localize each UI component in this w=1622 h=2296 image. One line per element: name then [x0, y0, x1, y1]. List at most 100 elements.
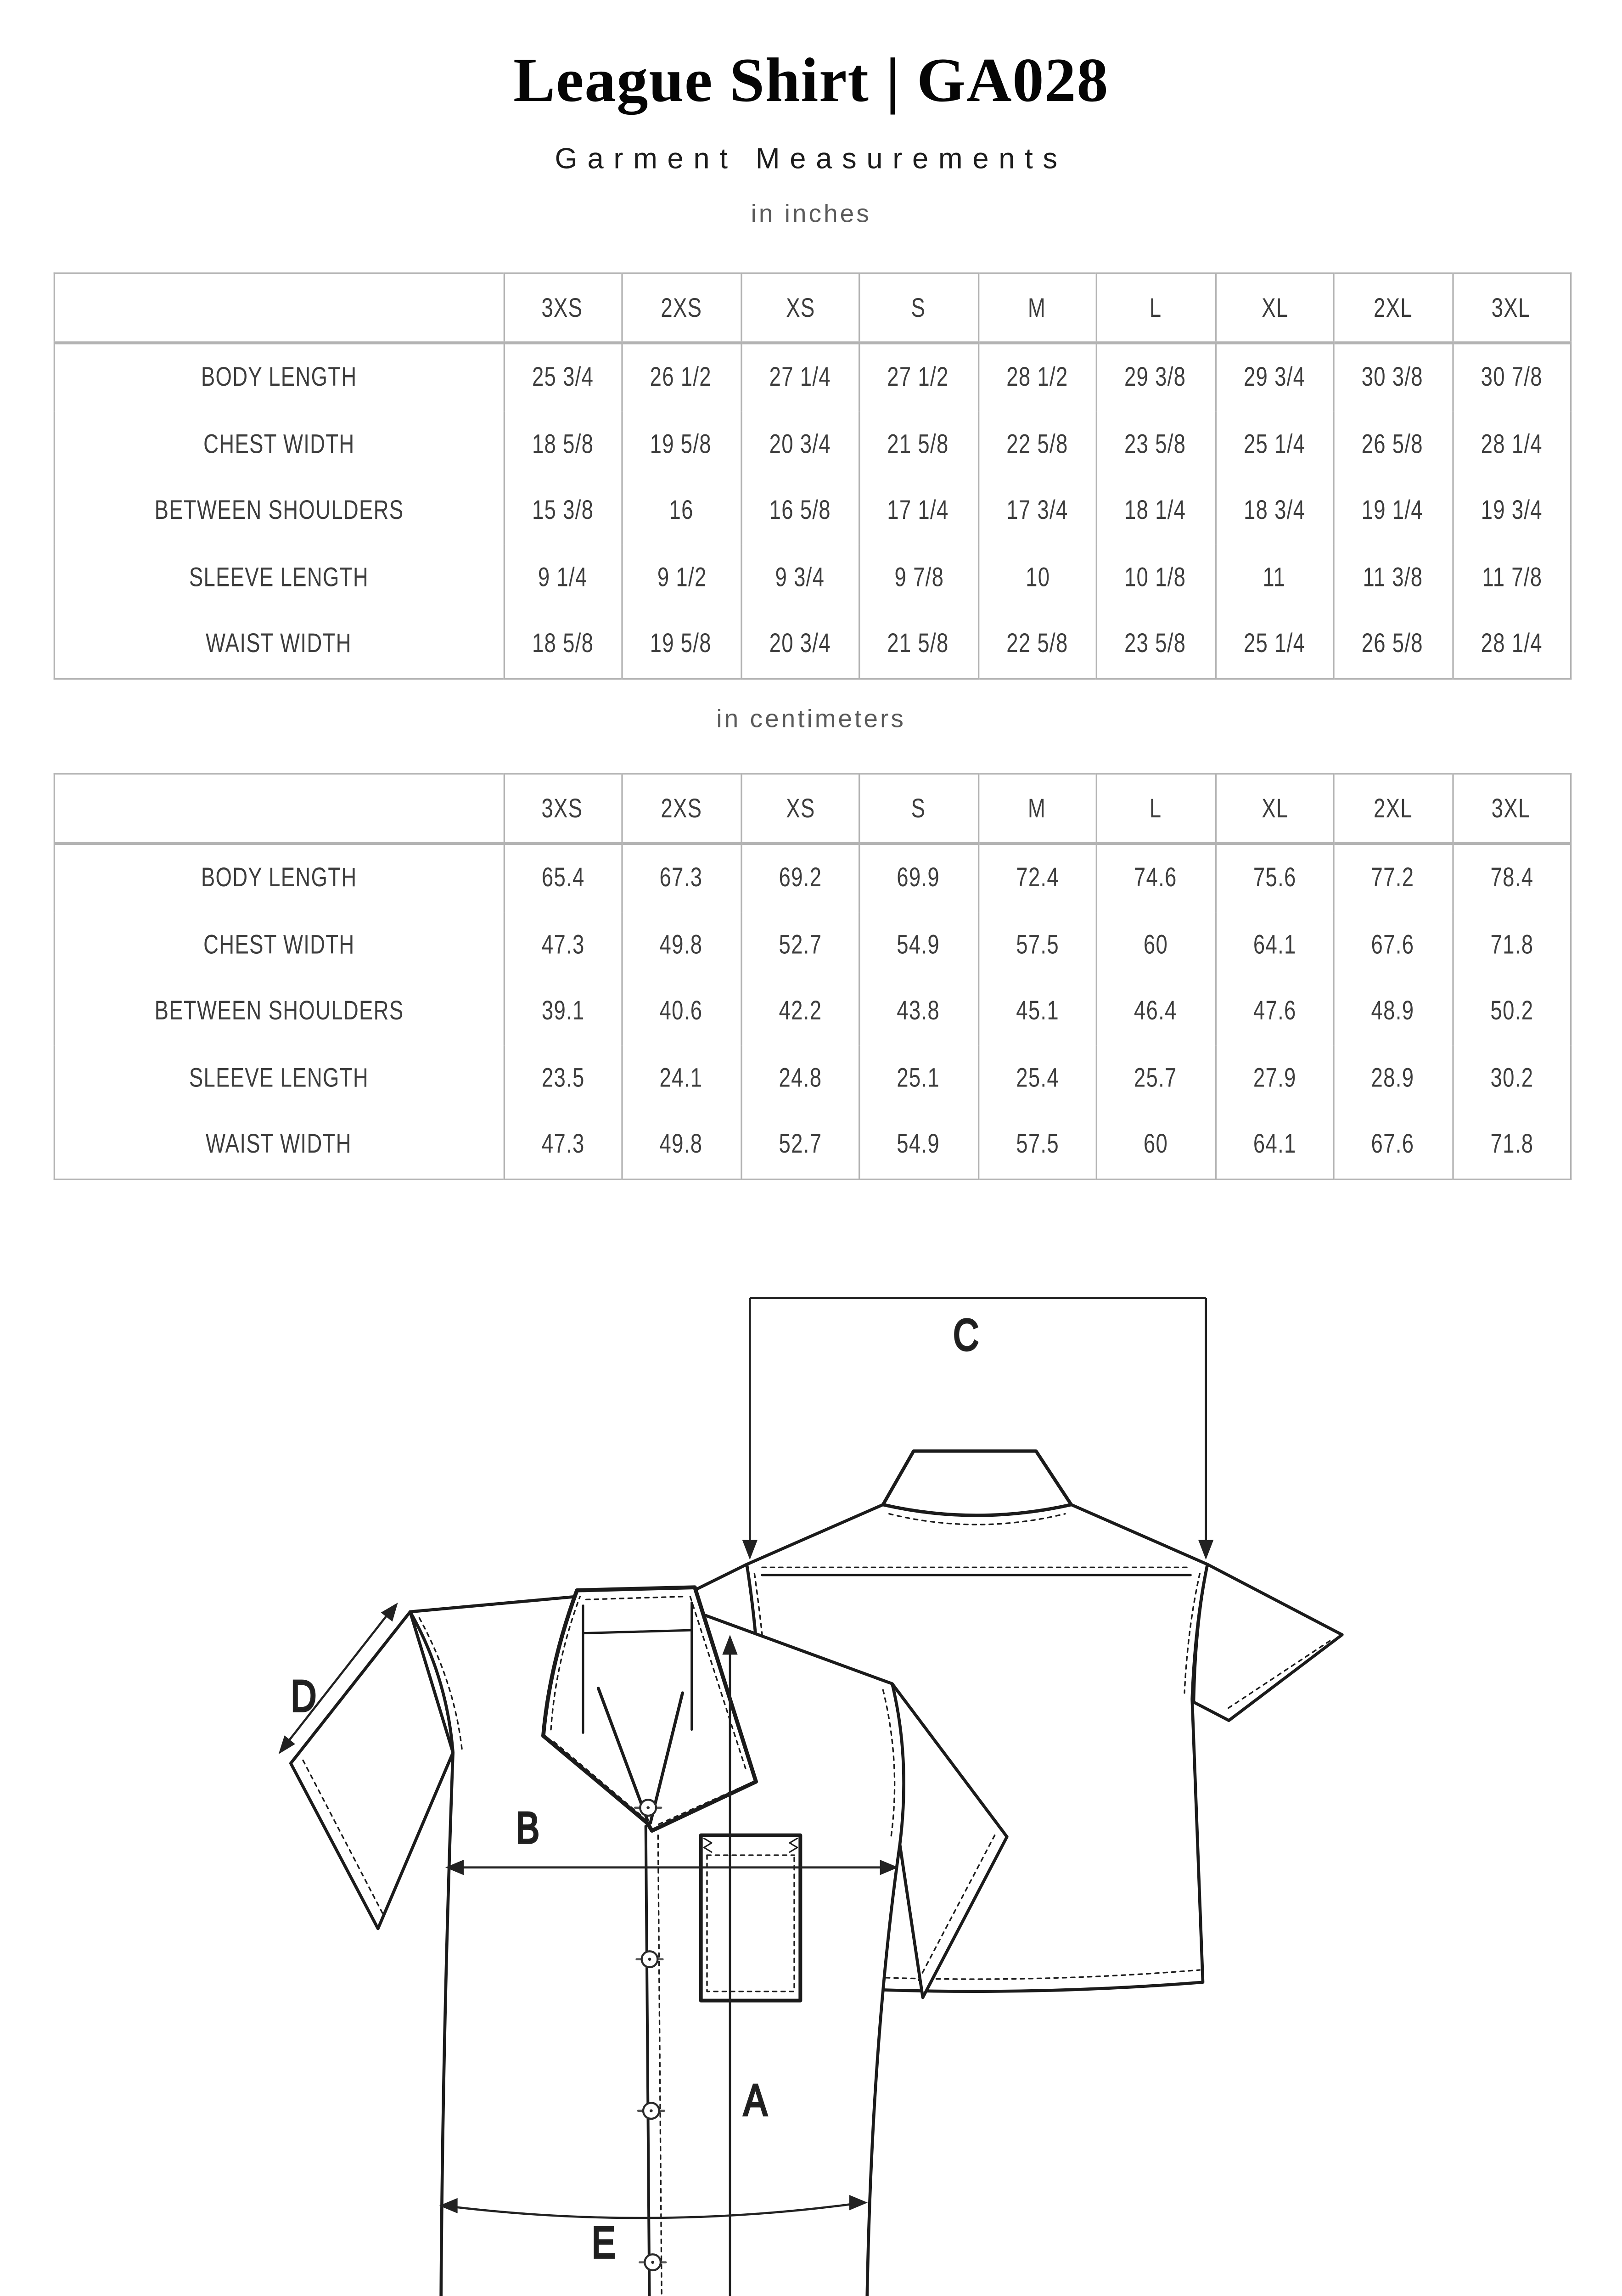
measurement-value-cell: 25 1/4 — [1214, 411, 1334, 478]
back-right-sleeve-hem-stitch — [1225, 1640, 1331, 1711]
measurement-value-cell: 45.1 — [977, 978, 1097, 1045]
front-right-sleeve-hem-stitch — [915, 1834, 996, 1985]
measurement-value-cell: 67.6 — [1333, 1111, 1453, 1179]
measurement-value-cell: 9 1/4 — [503, 544, 622, 611]
back-collar — [881, 1449, 1073, 1517]
measurement-row-label: BODY LENGTH — [201, 361, 357, 393]
measurement-value-cell: 11 — [1214, 544, 1334, 611]
measurement-value-cell: 9 1/2 — [621, 544, 741, 611]
measurement-value-cell: 64.1 — [1214, 911, 1334, 978]
arrowhead-down-icon — [742, 1540, 758, 1560]
measurement-value-cell: 23 5/8 — [1095, 610, 1215, 678]
measurement-value-cell: 18 1/4 — [1095, 477, 1215, 544]
arrowhead-up-icon — [722, 1634, 738, 1655]
measurement-value-cell: 9 7/8 — [859, 544, 978, 611]
measurement-value-cell: 71.8 — [1451, 911, 1571, 978]
measurement-value-cell: 49.8 — [621, 911, 741, 978]
table-header: 3XS 2XS XS S M L XL 2XL 3XL — [54, 273, 1571, 344]
cm-section-label: in centimeters — [716, 705, 906, 733]
button — [635, 1950, 664, 1969]
measurement-value-cell: 15 3/8 — [503, 477, 622, 544]
measurement-value-cell: 23 5/8 — [1095, 411, 1215, 478]
measurement-value-cell: 10 1/8 — [1095, 544, 1215, 611]
dimension-label-d: D — [291, 1671, 316, 1721]
measurement-value-cell: 24.8 — [740, 1044, 859, 1111]
lapel-stitch-right — [657, 1784, 748, 1825]
measurement-value-cell: 26 5/8 — [1333, 610, 1453, 678]
size-column-header: S — [859, 773, 978, 845]
measurement-value-cell: 27.9 — [1214, 1044, 1334, 1111]
size-column-header: 3XS — [503, 273, 622, 344]
measurement-value-cell: 24.1 — [621, 1044, 741, 1111]
pocket-bartack-left — [703, 1837, 713, 1853]
corner-cell — [54, 773, 504, 845]
measurement-value-cell: 28 1/4 — [1451, 610, 1571, 678]
measurement-value-cell: 27 1/4 — [740, 343, 859, 411]
size-column-header: S — [859, 273, 978, 344]
measurement-value-cell: 16 — [621, 477, 741, 544]
size-column-header: XL — [1214, 773, 1334, 845]
measurement-value-cell: 52.7 — [740, 1111, 859, 1179]
measurement-value-cell: 78.4 — [1451, 843, 1571, 912]
measurement-value-cell: 47.3 — [503, 1111, 622, 1179]
measurement-row: SLEEVE LENGTH 9 1/4 9 1/2 9 3/4 9 7/8 10 10 1/… — [54, 544, 1571, 611]
measurement-value-cell: 69.9 — [859, 843, 978, 912]
measurement-value-cell: 54.9 — [859, 1111, 978, 1179]
measurement-value-cell: 74.6 — [1095, 843, 1215, 912]
dimension-label-e: E — [592, 2217, 616, 2267]
measurement-value-cell: 25.7 — [1095, 1044, 1215, 1111]
measurement-value-cell: 47.6 — [1214, 978, 1334, 1045]
measurement-value-cell: 30 3/8 — [1333, 343, 1453, 411]
dimension-e: E — [439, 2195, 868, 2268]
front-armhole-stitch-left — [418, 1617, 463, 1752]
measurement-value-cell: 29 3/8 — [1095, 343, 1215, 411]
measurement-row: WAIST WIDTH 18 5/8 19 5/8 20 3/4 21 5/8 22 5/… — [54, 610, 1571, 678]
measurement-row: CHEST WIDTH 18 5/8 19 5/8 20 3/4 21 5/8 22 5/… — [54, 411, 1571, 478]
front-left-sleeve — [289, 1610, 455, 1930]
measurement-value-cell: 67.6 — [1333, 911, 1453, 978]
measurement-value-cell: 27 1/2 — [859, 343, 978, 411]
pocket-side-stitch — [706, 1854, 795, 1992]
measurement-value-cell: 43.8 — [859, 978, 978, 1045]
size-column-header: 2XL — [1333, 273, 1453, 344]
placket-edge — [644, 1824, 651, 2296]
measurement-row-label: SLEEVE LENGTH — [189, 1062, 369, 1093]
dimension-label-a: A — [744, 2075, 768, 2125]
table-body: BODY LENGTH 25 3/4 26 1/2 27 1/4 27 1/2 28 1/… — [54, 343, 1571, 678]
dimension-c: C — [742, 1297, 1214, 1560]
collar-band-line — [582, 1629, 693, 1635]
measurement-value-cell: 40.6 — [621, 978, 741, 1045]
measurement-value-cell: 11 7/8 — [1451, 544, 1571, 611]
dimension-lines: C D B — [278, 1297, 1214, 2296]
size-column-header: 3XS — [503, 773, 622, 845]
arrowhead-down-icon — [278, 1735, 295, 1754]
arrowhead-left-icon — [445, 1859, 464, 1875]
buttons — [634, 1799, 667, 2272]
pocket-bartack-right — [789, 1837, 798, 1853]
measurement-value-cell: 42.2 — [740, 978, 859, 1045]
measurement-value-cell: 75.6 — [1214, 843, 1334, 912]
measurement-value-cell: 49.8 — [621, 1111, 741, 1179]
button — [638, 2253, 667, 2272]
measurement-value-cell: 30 7/8 — [1451, 343, 1571, 411]
arrowhead-down-icon — [1198, 1540, 1214, 1560]
size-column-header: M — [977, 273, 1097, 344]
measurement-value-cell: 47.3 — [503, 911, 622, 978]
measurement-value-cell: 71.8 — [1451, 1111, 1571, 1179]
measurement-value-cell: 60 — [1095, 1111, 1215, 1179]
measurement-value-cell: 18 5/8 — [503, 610, 622, 678]
arrowhead-right-icon — [880, 1859, 898, 1875]
size-column-header: XS — [740, 773, 859, 845]
measurement-value-cell: 52.7 — [740, 911, 859, 978]
collar-stitch-left — [550, 1595, 581, 1731]
size-header-row: 3XS 2XS XS S M L XL 2XL 3XL — [54, 273, 1571, 344]
measurement-row-label: WAIST WIDTH — [206, 1128, 352, 1159]
size-column-header: XL — [1214, 273, 1334, 344]
button — [634, 1799, 662, 1817]
size-column-header: L — [1095, 273, 1215, 344]
measurement-value-cell: 39.1 — [503, 978, 622, 1045]
front-left-sleeve-hem-stitch — [302, 1759, 383, 1914]
back-collar-stitch — [888, 1513, 1066, 1525]
measurement-value-cell: 25.1 — [859, 1044, 978, 1111]
measurement-row-label: WAIST WIDTH — [206, 628, 352, 659]
